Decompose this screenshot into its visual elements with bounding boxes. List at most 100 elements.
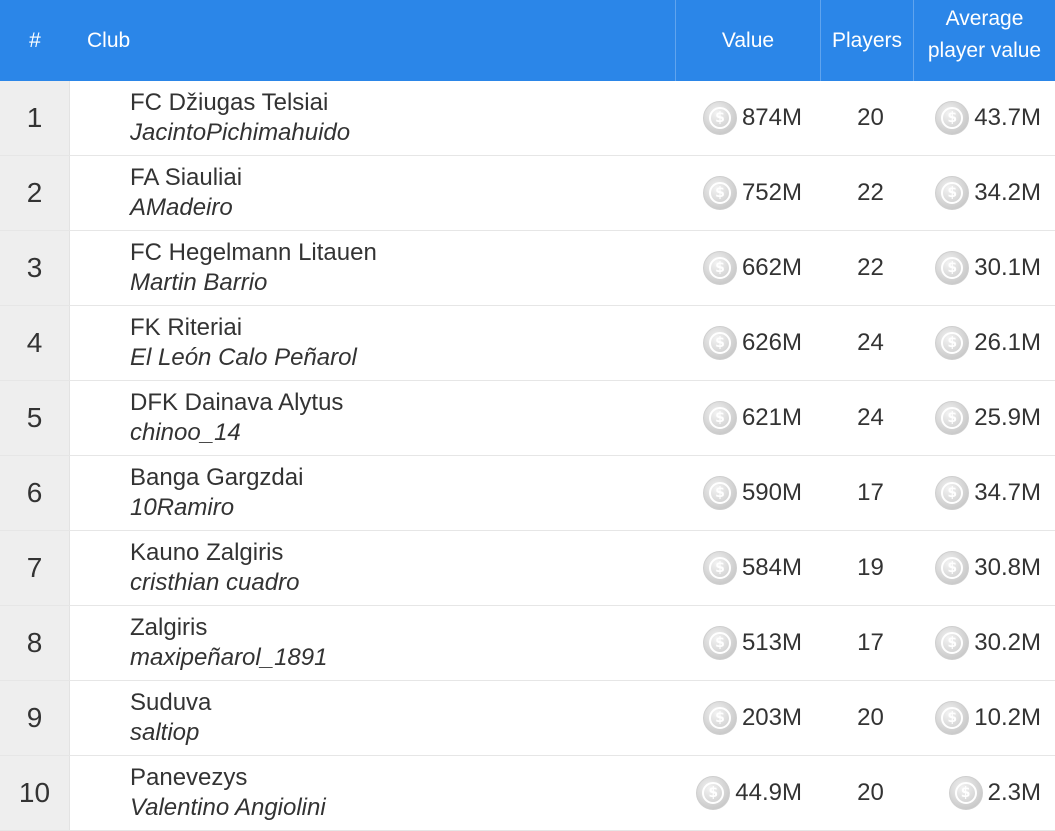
- manager-name[interactable]: maxipeñarol_1891: [130, 644, 328, 671]
- coin-icon: $: [935, 326, 970, 360]
- header-club[interactable]: Club: [87, 28, 131, 52]
- club-name[interactable]: Suduva: [130, 689, 212, 716]
- coin-icon: $: [935, 401, 970, 435]
- average-value-cell: $ 25.9M: [913, 381, 1055, 455]
- average-value-text: 10.2M: [974, 704, 1041, 731]
- table-row[interactable]: 8 Zalgiris maxipeñarol_1891 $ 513M 17 $ …: [0, 606, 1055, 681]
- club-cell[interactable]: FC Hegelmann Litauen Martin Barrio: [70, 231, 675, 305]
- players-cell: 20: [857, 104, 884, 131]
- manager-name[interactable]: saltiop: [130, 719, 200, 746]
- average-value-cell: $ 30.1M: [913, 231, 1055, 305]
- players-cell: 22: [857, 179, 884, 206]
- table-row[interactable]: 9 Suduva saltiop $ 203M 20 $ 10.2M: [0, 681, 1055, 756]
- club-cell[interactable]: Panevezys Valentino Angiolini: [70, 756, 675, 830]
- club-name[interactable]: FK Riteriai: [130, 314, 243, 341]
- rank-cell: 9: [0, 681, 70, 755]
- average-value-cell: $ 43.7M: [913, 81, 1055, 155]
- manager-name[interactable]: JacintoPichimahuido: [130, 119, 351, 146]
- table-row[interactable]: 4 FK Riteriai El León Calo Peñarol $ 626…: [0, 306, 1055, 381]
- coin-icon: $: [935, 551, 970, 585]
- club-name[interactable]: Zalgiris: [130, 614, 208, 641]
- manager-name[interactable]: Valentino Angiolini: [130, 794, 326, 821]
- coin-icon: $: [696, 776, 731, 810]
- table-body: 1 FC Džiugas Telsiai JacintoPichimahuido…: [0, 81, 1055, 831]
- table-row[interactable]: 6 Banga Gargzdai 10Ramiro $ 590M 17 $ 34…: [0, 456, 1055, 531]
- coin-icon: $: [702, 476, 737, 510]
- players-cell: 20: [857, 779, 884, 806]
- club-name[interactable]: DFK Dainava Alytus: [130, 389, 344, 416]
- club-cell[interactable]: DFK Dainava Alytus chinoo_14: [70, 381, 675, 455]
- average-value-text: 30.2M: [974, 629, 1041, 656]
- value-cell: $ 584M: [675, 531, 820, 605]
- club-name[interactable]: FA Siauliai: [130, 164, 243, 191]
- header-rank[interactable]: #: [29, 28, 41, 52]
- manager-name[interactable]: AMadeiro: [130, 194, 233, 221]
- table-row[interactable]: 3 FC Hegelmann Litauen Martin Barrio $ 6…: [0, 231, 1055, 306]
- header-players[interactable]: Players: [820, 0, 913, 81]
- value-text: 590M: [741, 479, 802, 506]
- club-cell[interactable]: Banga Gargzdai 10Ramiro: [70, 456, 675, 530]
- average-value-text: 26.1M: [974, 329, 1041, 356]
- manager-name[interactable]: El León Calo Peñarol: [130, 344, 357, 371]
- coin-icon: $: [702, 626, 737, 660]
- value-text: 44.9M: [735, 779, 802, 806]
- average-value-cell: $ 34.2M: [913, 156, 1055, 230]
- average-value-text: 2.3M: [987, 779, 1041, 806]
- rank-cell: 10: [0, 756, 70, 830]
- coin-icon: $: [702, 101, 737, 135]
- rank-cell: 6: [0, 456, 70, 530]
- coin-icon: $: [935, 101, 970, 135]
- club-name[interactable]: Kauno Zalgiris: [130, 539, 284, 566]
- average-value-cell: $ 10.2M: [913, 681, 1055, 755]
- table-row[interactable]: 10 Panevezys Valentino Angiolini $ 44.9M…: [0, 756, 1055, 831]
- header-average-player-value[interactable]: Average player value: [913, 0, 1055, 81]
- club-cell[interactable]: Suduva saltiop: [70, 681, 675, 755]
- club-name[interactable]: Panevezys: [130, 764, 248, 791]
- club-cell[interactable]: FC Džiugas Telsiai JacintoPichimahuido: [70, 81, 675, 155]
- value-cell: $ 752M: [675, 156, 820, 230]
- manager-name[interactable]: cristhian cuadro: [130, 569, 300, 596]
- value-text: 584M: [741, 554, 802, 581]
- club-name[interactable]: FC Džiugas Telsiai: [130, 89, 329, 116]
- value-text: 662M: [741, 254, 802, 281]
- value-cell: $ 626M: [675, 306, 820, 380]
- value-text: 513M: [741, 629, 802, 656]
- average-value-cell: $ 30.2M: [913, 606, 1055, 680]
- players-cell: 17: [857, 629, 884, 656]
- coin-icon: $: [702, 401, 737, 435]
- average-value-cell: $ 30.8M: [913, 531, 1055, 605]
- average-value-text: 34.7M: [974, 479, 1041, 506]
- coin-icon: $: [702, 251, 737, 285]
- club-cell[interactable]: Zalgiris maxipeñarol_1891: [70, 606, 675, 680]
- players-cell: 19: [857, 554, 884, 581]
- table-row[interactable]: 5 DFK Dainava Alytus chinoo_14 $ 621M 24…: [0, 381, 1055, 456]
- players-cell: 20: [857, 704, 884, 731]
- table-row[interactable]: 7 Kauno Zalgiris cristhian cuadro $ 584M…: [0, 531, 1055, 606]
- average-value-text: 43.7M: [974, 104, 1041, 131]
- value-cell: $ 874M: [675, 81, 820, 155]
- club-cell[interactable]: Kauno Zalgiris cristhian cuadro: [70, 531, 675, 605]
- club-cell[interactable]: FK Riteriai El León Calo Peñarol: [70, 306, 675, 380]
- club-name[interactable]: Banga Gargzdai: [130, 464, 304, 491]
- value-cell: $ 513M: [675, 606, 820, 680]
- club-name[interactable]: FC Hegelmann Litauen: [130, 239, 377, 266]
- manager-name[interactable]: 10Ramiro: [130, 494, 235, 521]
- coin-icon: $: [935, 701, 970, 735]
- header-value[interactable]: Value: [675, 0, 820, 81]
- average-value-cell: $ 34.7M: [913, 456, 1055, 530]
- rank-cell: 8: [0, 606, 70, 680]
- value-text: 874M: [741, 104, 802, 131]
- value-cell: $ 44.9M: [675, 756, 820, 830]
- players-cell: 17: [857, 479, 884, 506]
- value-cell: $ 662M: [675, 231, 820, 305]
- coin-icon: $: [702, 326, 737, 360]
- manager-name[interactable]: Martin Barrio: [130, 269, 268, 296]
- players-cell: 24: [857, 404, 884, 431]
- club-cell[interactable]: FA Siauliai AMadeiro: [70, 156, 675, 230]
- table-row[interactable]: 2 FA Siauliai AMadeiro $ 752M 22 $ 34.2M: [0, 156, 1055, 231]
- value-cell: $ 590M: [675, 456, 820, 530]
- manager-name[interactable]: chinoo_14: [130, 419, 241, 446]
- players-cell: 22: [857, 254, 884, 281]
- table-row[interactable]: 1 FC Džiugas Telsiai JacintoPichimahuido…: [0, 81, 1055, 156]
